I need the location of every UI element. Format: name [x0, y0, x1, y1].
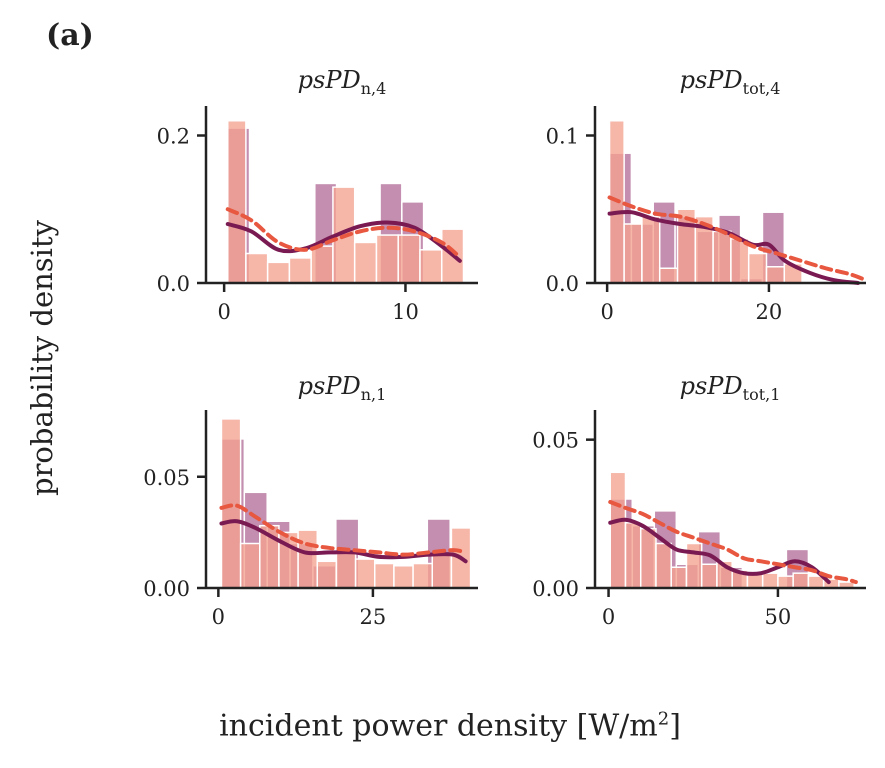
hist-bar-b	[792, 572, 810, 589]
y-tick-label: 0.0	[157, 272, 190, 296]
kde-line-a	[219, 519, 468, 564]
x-tick-label: 10	[392, 300, 419, 324]
hist-bar-b	[335, 551, 357, 589]
subplot-title-2: psPDn,1	[298, 372, 387, 404]
hist-bar-b	[412, 562, 434, 589]
hist-bar-b	[655, 542, 672, 589]
hist-bar-b	[354, 558, 376, 589]
y-tick-label: 0.05	[532, 429, 579, 453]
subplot-title-0: psPDn,4	[298, 66, 387, 98]
y-tick-label: 0.00	[143, 577, 190, 601]
x-tick-label: 0	[600, 300, 613, 324]
x-tick-label: 20	[756, 300, 783, 324]
hist-bar-b	[700, 563, 718, 589]
hist-bar-b	[220, 418, 242, 589]
hist-bar-b	[623, 223, 643, 284]
hist-bar-b	[431, 553, 453, 589]
x-axis-label-exponent: 2	[657, 708, 670, 730]
hist-bar-b	[419, 249, 443, 284]
y-tick-label: 0.05	[143, 466, 190, 490]
hist-bar-b	[227, 120, 247, 284]
hist-bar-b	[765, 266, 786, 284]
subplot-title-main: psPD	[297, 372, 361, 400]
hist-bar-b	[374, 562, 395, 589]
subplot-title-1: psPDtot,4	[680, 66, 781, 98]
hist-bar-b	[266, 261, 291, 284]
subplot-title-main: psPD	[297, 66, 361, 94]
hist-bar-b	[245, 252, 269, 284]
y-tick-label: 0.00	[532, 577, 579, 601]
hist-bar-b	[353, 241, 378, 284]
hist-bar-b	[397, 234, 421, 284]
hist-bar-b	[712, 230, 732, 284]
x-axis-label-close: ]	[669, 708, 681, 744]
kde-line-b	[219, 503, 468, 557]
x-tick-label: 25	[360, 605, 387, 629]
hist-bar-b	[375, 234, 399, 284]
hist-bar-b	[310, 245, 334, 284]
x-axis-label: incident power density [W/m2]	[219, 709, 681, 744]
y-tick-label: 0.2	[157, 125, 190, 149]
hist-bar-b	[658, 267, 679, 284]
hist-bar-b	[670, 566, 688, 589]
x-tick-label: 0	[602, 605, 615, 629]
subplot-title-sub: tot,1	[742, 384, 781, 404]
subplot-title-main: psPD	[679, 372, 743, 400]
subplot-title-main: psPD	[679, 66, 743, 94]
x-axis-label-text: incident power density [W/m	[219, 708, 658, 744]
subplot-title-sub: n,1	[360, 384, 387, 404]
subplot-title-sub: n,4	[360, 78, 387, 98]
hist-bar-b	[807, 575, 825, 589]
hist-bar-b	[639, 527, 657, 589]
hist-bar-b	[761, 572, 779, 589]
hist-bar-b	[747, 252, 768, 284]
subplot-title-sub: tot,4	[742, 78, 781, 98]
hist-bar-b	[641, 215, 661, 284]
kde-line-b	[225, 207, 462, 260]
hist-bar-b	[609, 471, 627, 589]
hist-bar-b	[730, 238, 750, 284]
kde-line-a	[608, 517, 831, 585]
hist-bar-b	[239, 542, 261, 589]
hist-bar-b	[297, 529, 319, 589]
x-tick-label: 0	[212, 605, 225, 629]
x-tick-label: 0	[217, 300, 230, 324]
y-tick-label: 0.1	[546, 125, 579, 149]
hist-bar-b	[316, 560, 338, 589]
hist-bar-b	[777, 575, 794, 589]
kde-line-b	[608, 499, 858, 585]
hist-bar-b	[393, 565, 414, 589]
x-tick-label: 50	[765, 605, 792, 629]
y-tick-label: 0.0	[546, 272, 579, 296]
kde-line-b	[607, 195, 864, 281]
hist-bar-b	[624, 521, 642, 589]
panel-label: (a)	[46, 18, 94, 53]
subplot-title-3: psPDtot,1	[680, 372, 781, 404]
hist-bar-b	[288, 257, 312, 284]
